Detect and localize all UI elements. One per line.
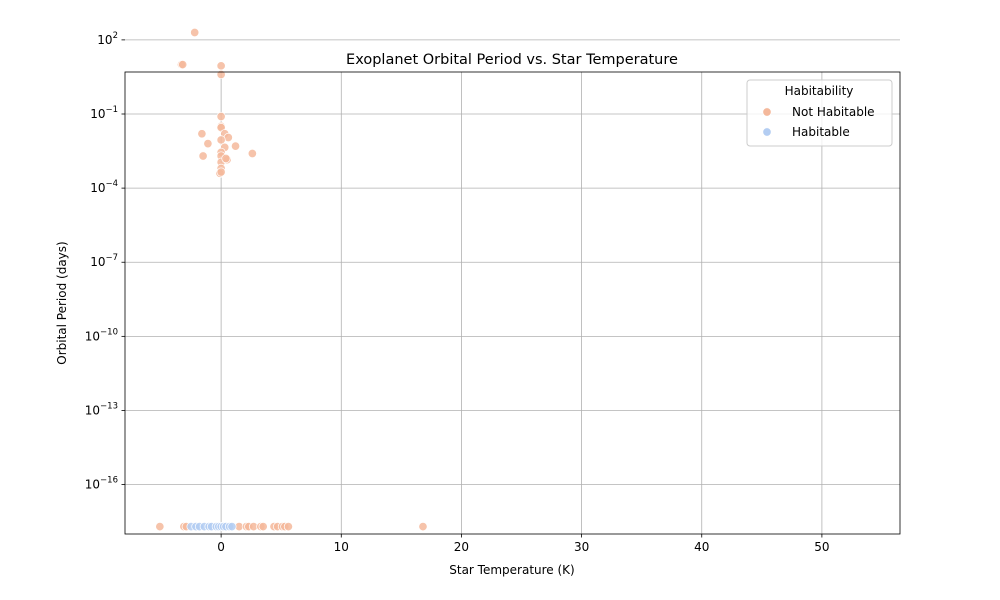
- y-tick-label: 10−10: [85, 327, 118, 343]
- data-point-not-habitable: [216, 135, 226, 145]
- data-point-not-habitable: [418, 522, 428, 532]
- legend: Habitability Not Habitable Habitable: [746, 79, 893, 147]
- x-tick-label: 10: [334, 540, 349, 554]
- x-tick-label: 0: [217, 540, 225, 554]
- legend-title: Habitability: [785, 84, 854, 98]
- data-point-not-habitable: [230, 141, 241, 151]
- legend-marker-not-habitable: [762, 107, 772, 117]
- data-point-not-habitable: [247, 148, 257, 159]
- x-axis-label: Star Temperature (K): [449, 563, 574, 577]
- y-tick-label: 10−7: [90, 253, 118, 269]
- x-tick-label: 20: [454, 540, 469, 554]
- y-tick-label: 10−16: [85, 476, 118, 492]
- legend-box: [746, 79, 893, 147]
- data-point-not-habitable: [216, 61, 226, 71]
- grid: [125, 39, 900, 534]
- chart-title: Exoplanet Orbital Period vs. Star Temper…: [346, 52, 678, 68]
- y-tick-label: 102: [97, 31, 118, 47]
- y-tick-label: 10−1: [90, 105, 118, 121]
- y-tick-label: 10−13: [85, 401, 118, 417]
- y-axis-ticks: 102 10−1 10−4 10−7 10−10 10−13 10−16: [85, 31, 125, 492]
- data-points: [155, 27, 428, 532]
- data-point-habitable: [227, 522, 237, 532]
- y-tick-label: 10−4: [90, 179, 118, 195]
- data-point-not-habitable: [198, 151, 208, 161]
- data-point-not-habitable: [155, 522, 165, 532]
- data-point-not-habitable: [221, 153, 231, 164]
- data-point-not-habitable: [216, 167, 226, 177]
- data-point-not-habitable: [178, 60, 188, 70]
- data-point-not-habitable: [197, 129, 207, 139]
- x-tick-label: 30: [574, 540, 589, 554]
- legend-label-not-habitable: Not Habitable: [792, 105, 875, 119]
- x-tick-label: 40: [694, 540, 709, 554]
- x-axis-ticks: 0 10 20 30 40 50: [217, 534, 830, 554]
- data-point-not-habitable: [258, 522, 268, 532]
- plot-frame: [124, 71, 901, 535]
- data-point-not-habitable: [203, 139, 213, 149]
- y-axis-label: Orbital Period (days): [55, 241, 69, 364]
- data-point-not-habitable: [283, 522, 293, 532]
- x-tick-label: 50: [814, 540, 829, 554]
- legend-marker-habitable: [762, 127, 772, 137]
- legend-label-habitable: Habitable: [792, 125, 850, 139]
- data-point-not-habitable: [216, 69, 226, 80]
- data-point-not-habitable: [190, 27, 200, 38]
- data-point-not-habitable: [216, 111, 226, 122]
